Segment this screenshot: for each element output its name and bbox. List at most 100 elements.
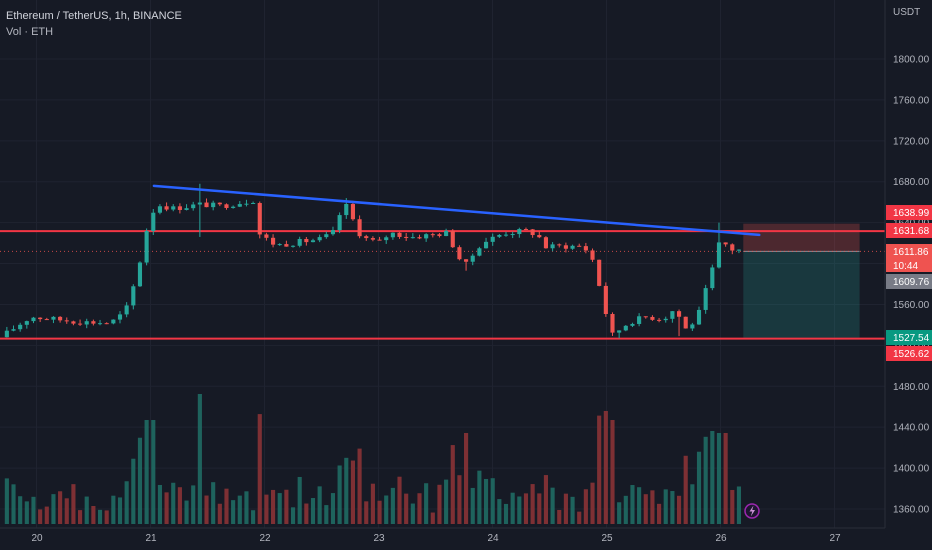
volume-bar xyxy=(111,495,116,524)
volume-bar xyxy=(244,491,249,524)
volume-bar xyxy=(537,493,542,524)
trendline-segment xyxy=(152,184,761,237)
volume-bar xyxy=(237,495,242,524)
volume-bar xyxy=(117,497,123,524)
bolt-icon[interactable] xyxy=(744,503,760,519)
candle-body xyxy=(577,245,582,247)
candle-body xyxy=(657,319,662,321)
candlesticks xyxy=(4,183,742,339)
volume-bar xyxy=(257,414,262,524)
candle-body xyxy=(310,240,316,243)
candle-body xyxy=(563,245,568,249)
volume-bars xyxy=(4,394,742,524)
candle-body xyxy=(157,206,162,213)
volume-bar xyxy=(424,483,429,524)
candle-body xyxy=(650,316,655,320)
volume-bar xyxy=(364,501,369,524)
position-tool[interactable] xyxy=(743,223,860,338)
candle-body xyxy=(211,202,216,208)
volume-bar xyxy=(44,506,49,524)
y-tick-label: 1720.00 xyxy=(893,136,930,147)
price-labels: 1638.99 1631.68 1611.86 10:44 1609.76 1527.54… xyxy=(886,205,932,361)
price-label: 1611.86 xyxy=(886,244,932,259)
y-tick-label: 1400.00 xyxy=(893,464,930,475)
volume-bar xyxy=(104,510,109,524)
volume-bar xyxy=(590,482,595,524)
candle-body xyxy=(470,255,475,262)
volume-bar xyxy=(696,451,702,524)
volume-bar xyxy=(58,491,63,524)
volume-bar xyxy=(703,436,708,524)
symbol-title[interactable]: Ethereum / TetherUS, 1h, BINANCE xyxy=(6,10,182,22)
volume-bar xyxy=(437,484,442,524)
candle-body xyxy=(623,325,628,331)
candle-body xyxy=(277,244,282,246)
candle-body xyxy=(324,234,329,238)
volume-bar xyxy=(184,500,189,524)
volume-indicator-label[interactable]: Vol · ETH xyxy=(6,26,53,38)
price-label: 1631.68 xyxy=(886,223,932,238)
candle-body xyxy=(304,238,309,243)
volume-bar xyxy=(18,496,23,524)
volume-bar xyxy=(304,503,309,524)
volume-bar xyxy=(91,505,96,524)
volume-bar xyxy=(51,494,56,524)
candle-body xyxy=(111,319,116,324)
candle-body xyxy=(397,232,402,237)
candle-body xyxy=(224,204,229,208)
candle-body xyxy=(171,206,176,210)
volume-bar xyxy=(144,420,149,524)
volume-bar xyxy=(137,437,143,524)
volume-bar xyxy=(483,478,489,524)
candle-body xyxy=(723,242,728,245)
volume-bar xyxy=(217,503,222,524)
volume-bar xyxy=(550,487,555,524)
candle-body xyxy=(597,259,602,286)
volume-bar xyxy=(344,457,349,524)
candle-body xyxy=(257,203,262,235)
volume-bar xyxy=(211,482,216,524)
candle-body xyxy=(736,249,742,251)
candle-body xyxy=(404,236,409,238)
candle-body xyxy=(437,234,442,237)
volume-bar xyxy=(610,420,615,524)
trendline[interactable] xyxy=(152,184,761,237)
volume-bar xyxy=(457,475,462,524)
volume-bar xyxy=(630,485,635,524)
currency-label: USDT xyxy=(893,7,920,18)
candle-body xyxy=(131,286,136,306)
candle-body xyxy=(410,237,415,239)
y-tick-label: 1360.00 xyxy=(893,505,930,516)
volume-bar xyxy=(597,415,602,524)
volume-bar xyxy=(78,510,83,524)
candle-body xyxy=(570,245,575,249)
candle-body xyxy=(450,230,455,248)
volume-bar xyxy=(317,486,322,524)
candle-body xyxy=(44,319,49,321)
volume-bar xyxy=(71,484,76,524)
price-label: 1609.76 xyxy=(886,274,932,289)
candle-body xyxy=(204,202,209,208)
volume-bar xyxy=(523,493,529,524)
volume-bar xyxy=(297,476,302,524)
candle-body xyxy=(97,323,103,325)
volume-bar xyxy=(124,481,129,524)
candle-body xyxy=(330,230,336,235)
volume-bar xyxy=(577,511,582,524)
volume-bar xyxy=(497,499,502,524)
x-tick-label: 27 xyxy=(830,533,842,544)
volume-bar xyxy=(657,503,662,524)
candle-body xyxy=(630,323,635,326)
volume-bar xyxy=(643,494,648,524)
candle-body xyxy=(444,230,449,237)
x-tick-label: 26 xyxy=(716,533,728,544)
volume-bar xyxy=(557,509,562,524)
price-label-bg xyxy=(886,223,932,238)
candle-body xyxy=(417,237,422,239)
price-label-text: 1611.86 xyxy=(893,247,929,258)
candle-body xyxy=(144,231,149,263)
volume-bar xyxy=(517,496,522,524)
volume-bar xyxy=(197,394,202,524)
